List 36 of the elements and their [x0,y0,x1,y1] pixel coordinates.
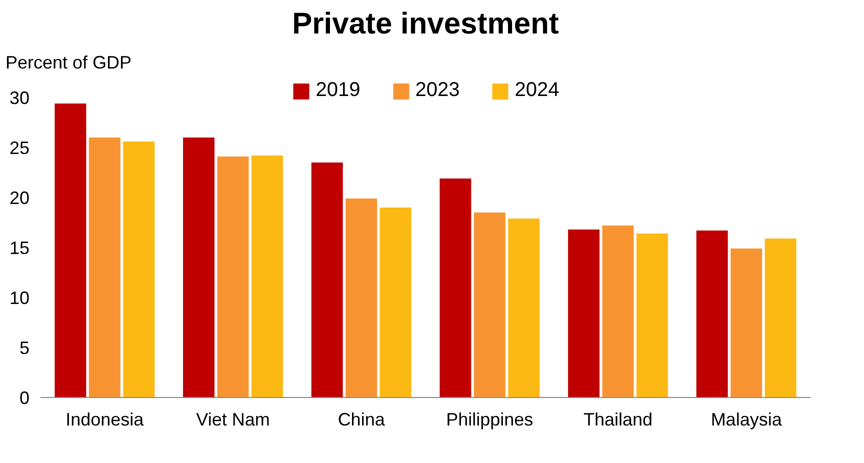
chart-title: Private investment [292,8,559,40]
y-tick-label: 25 [9,138,30,158]
y-axis-title: Percent of GDP [6,52,132,72]
bar [217,156,249,398]
bar [380,208,412,398]
bar [123,142,155,398]
bar [508,218,540,398]
x-tick-label: Viet Nam [196,410,270,430]
legend-label: 2024 [514,79,560,102]
bar [696,230,728,398]
legend-label: 2023 [415,79,460,102]
bar [346,198,378,398]
x-tick-label: Philippines [446,410,534,430]
y-tick-label: 10 [9,288,30,308]
bar [251,156,283,398]
bar [764,238,796,398]
y-tick-label: 20 [9,188,30,208]
bar [602,226,634,398]
bar [88,138,120,398]
bar [474,212,506,398]
y-tick-label: 0 [19,388,30,408]
x-tick-label: China [338,410,386,430]
x-tick-label: Thailand [583,410,653,430]
bar [636,234,668,398]
x-tick-label: Indonesia [66,410,145,430]
legend-label: 2019 [316,79,360,102]
y-tick-label: 15 [9,238,30,258]
bar [54,104,86,398]
bar [183,138,215,398]
bar [568,230,600,398]
y-tick-label: 5 [19,338,30,358]
bar [730,248,762,398]
bar [311,162,343,398]
x-tick-label: Malaysia [710,410,783,430]
y-tick-label: 30 [9,88,30,108]
bar [440,178,472,398]
